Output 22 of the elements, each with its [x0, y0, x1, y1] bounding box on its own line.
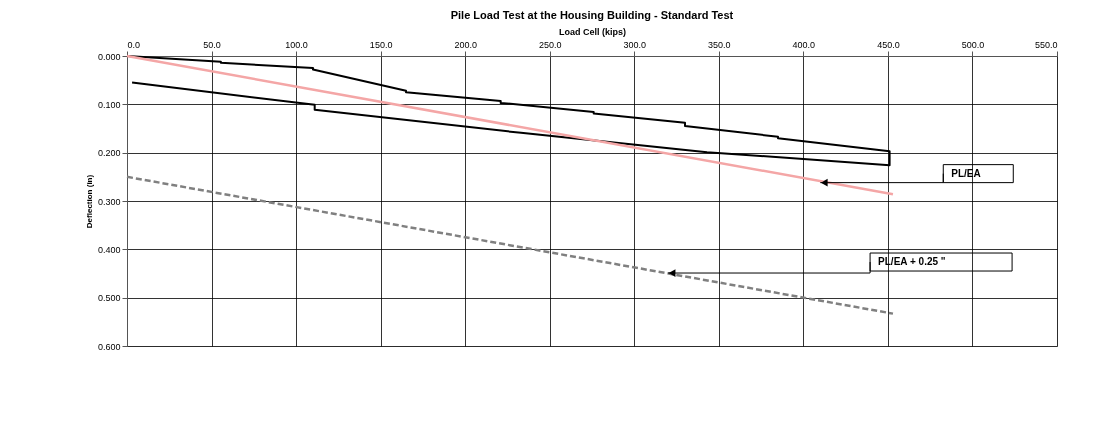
x-tick-label: 350.0 [708, 39, 731, 50]
x-tick-label: 100.0 [285, 39, 308, 50]
chart-title: Pile Load Test at the Housing Building - Standard Test [450, 9, 734, 21]
x-tick-label: 50.0 [203, 39, 221, 50]
y-tick-label: 0.600 [97, 341, 121, 352]
y-tick-label: 0.400 [97, 244, 121, 255]
x-tick-label: 250.0 [538, 39, 562, 50]
y-tick-label: 0.100 [97, 99, 121, 110]
x-tick-label: 500.0 [961, 39, 985, 50]
x-tick-label: 150.0 [369, 39, 393, 50]
x-tick-label: 200.0 [454, 39, 477, 50]
x-tick-label: 300.0 [623, 39, 647, 50]
x-axis-title: Load Cell (kips) [558, 26, 627, 37]
y-tick-label: 0.200 [97, 148, 121, 159]
y-axis-title: Deflection (in) [84, 174, 94, 229]
x-tick-label: 550.0 [1034, 39, 1058, 50]
y-tick-label: 0.500 [97, 293, 121, 304]
x-tick-label: 400.0 [792, 39, 816, 50]
x-tick-label: 0.0 [127, 39, 141, 50]
x-tick-label: 450.0 [877, 39, 900, 50]
y-tick-label: 0.000 [97, 51, 121, 62]
y-tick-label: 0.300 [97, 196, 121, 207]
